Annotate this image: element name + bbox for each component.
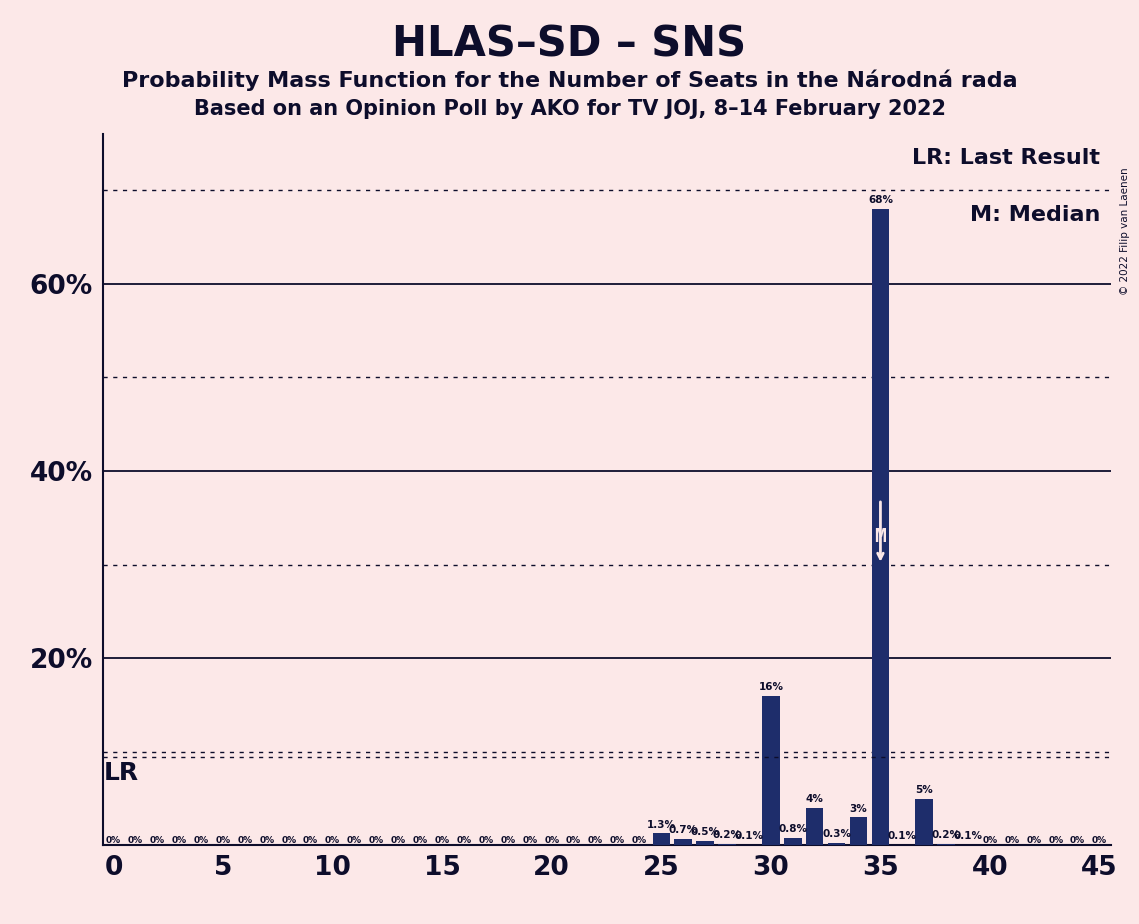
Text: 0%: 0% (412, 835, 428, 845)
Text: 0%: 0% (500, 835, 516, 845)
Bar (806, 808, 823, 845)
Text: 0%: 0% (391, 835, 405, 845)
Bar (828, 843, 845, 845)
Bar (762, 696, 779, 845)
Bar (850, 818, 867, 845)
Text: 0.2%: 0.2% (713, 830, 741, 840)
Text: © 2022 Filip van Laenen: © 2022 Filip van Laenen (1120, 167, 1130, 295)
Text: 0%: 0% (347, 835, 362, 845)
Bar (871, 209, 890, 845)
Text: 0%: 0% (457, 835, 472, 845)
Text: 0%: 0% (215, 835, 230, 845)
Bar (784, 838, 802, 845)
Text: 0%: 0% (260, 835, 274, 845)
Text: 0.2%: 0.2% (932, 830, 960, 840)
Text: 0%: 0% (303, 835, 318, 845)
Text: 0%: 0% (106, 835, 121, 845)
Text: 0.1%: 0.1% (887, 831, 917, 841)
Text: 0%: 0% (632, 835, 647, 845)
Text: 0%: 0% (325, 835, 341, 845)
Text: M: Median: M: Median (970, 205, 1100, 225)
Text: 0%: 0% (369, 835, 384, 845)
Text: 0%: 0% (237, 835, 253, 845)
Text: 0%: 0% (544, 835, 559, 845)
Text: LR: LR (104, 761, 139, 785)
Bar (916, 798, 933, 845)
Text: 0%: 0% (172, 835, 187, 845)
Text: 0%: 0% (609, 835, 625, 845)
Text: Probability Mass Function for the Number of Seats in the Národná rada: Probability Mass Function for the Number… (122, 69, 1017, 91)
Text: 3%: 3% (850, 804, 868, 814)
Text: 0.8%: 0.8% (778, 824, 808, 834)
Text: Based on an Opinion Poll by AKO for TV JOJ, 8–14 February 2022: Based on an Opinion Poll by AKO for TV J… (194, 99, 945, 119)
Bar (674, 839, 693, 845)
Bar (719, 844, 736, 845)
Text: 0%: 0% (983, 835, 998, 845)
Text: 5%: 5% (916, 784, 933, 795)
Text: 0%: 0% (566, 835, 581, 845)
Text: 0.1%: 0.1% (953, 831, 983, 841)
Bar (696, 841, 714, 845)
Text: 0.3%: 0.3% (822, 829, 851, 839)
Text: 0.1%: 0.1% (735, 831, 763, 841)
Text: 0.7%: 0.7% (669, 825, 698, 835)
Text: 0%: 0% (1071, 835, 1085, 845)
Text: 0%: 0% (281, 835, 296, 845)
Text: 16%: 16% (759, 682, 784, 692)
Text: 0%: 0% (435, 835, 450, 845)
Text: 0%: 0% (149, 835, 165, 845)
Text: 0%: 0% (588, 835, 604, 845)
Text: 0%: 0% (1092, 835, 1107, 845)
Bar (937, 844, 954, 845)
Text: HLAS–SD – SNS: HLAS–SD – SNS (393, 23, 746, 65)
Text: 4%: 4% (805, 795, 823, 804)
Text: 0%: 0% (1026, 835, 1041, 845)
Text: 1.3%: 1.3% (647, 820, 675, 830)
Bar (653, 833, 670, 845)
Text: 0%: 0% (128, 835, 142, 845)
Text: M: M (875, 527, 886, 546)
Text: 68%: 68% (868, 195, 893, 205)
Text: 0%: 0% (1005, 835, 1019, 845)
Text: 0%: 0% (478, 835, 493, 845)
Text: 0%: 0% (1048, 835, 1064, 845)
Text: 0.5%: 0.5% (690, 827, 720, 837)
Text: 0%: 0% (194, 835, 208, 845)
Text: 0%: 0% (523, 835, 538, 845)
Text: LR: Last Result: LR: Last Result (912, 148, 1100, 168)
